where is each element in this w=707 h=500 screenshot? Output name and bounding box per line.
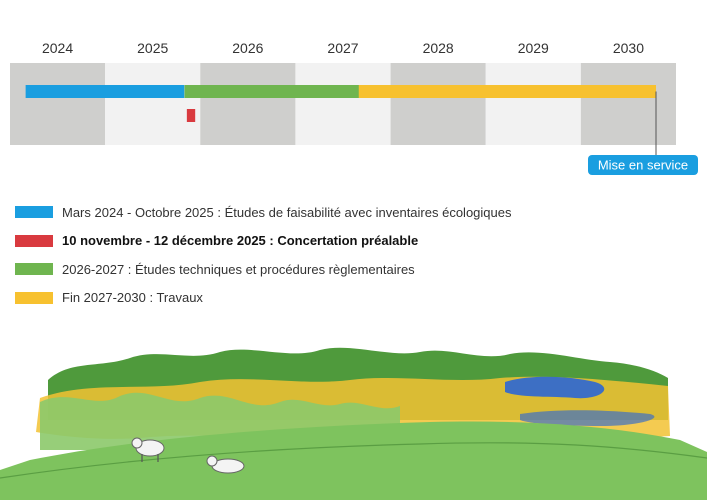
pond: [520, 410, 655, 426]
year-band-2024: [10, 63, 106, 145]
foreground-grass: [0, 421, 707, 500]
grass-ridge: [0, 442, 707, 479]
year-label-2030: 2030: [613, 40, 644, 56]
legend-item-consultation: 10 novembre - 12 décembre 2025 : Concert…: [15, 227, 511, 256]
legend-label-works: Fin 2027-2030 : Travaux: [62, 290, 203, 306]
task-bars: [25, 85, 656, 122]
task-bar-technical-studies: [184, 85, 391, 98]
year-label-2025: 2025: [137, 40, 168, 56]
milestone: Mise en service: [588, 91, 698, 175]
legend-swatch-feasibility: [15, 206, 53, 219]
legend-swatch-technical-studies: [15, 263, 53, 276]
landscape-illustration: [0, 340, 707, 500]
sheep-lying: [206, 455, 245, 474]
legend-swatch-works: [15, 291, 53, 304]
year-label-2027: 2027: [327, 40, 358, 56]
year-bands: [10, 63, 676, 145]
timeline-chart: 2024 2025 2026 2027 2028 2029 2030 Mise en ser…: [10, 40, 698, 175]
legend-label-technical-studies: 2026-2027 : Études techniques et procédu…: [62, 261, 415, 277]
legend-item-works: Fin 2027-2030 : Travaux: [15, 284, 511, 313]
legend-item-feasibility: Mars 2024 - Octobre 2025 : Études de fai…: [15, 198, 511, 227]
year-label-2026: 2026: [232, 40, 263, 56]
legend-item-technical-studies: 2026-2027 : Études techniques et procédu…: [15, 255, 511, 284]
legend-label-consultation: 10 novembre - 12 décembre 2025 : Concert…: [62, 233, 419, 249]
task-bar-consultation: [186, 109, 196, 122]
milestone-label: Mise en service: [598, 158, 688, 173]
year-band-2025: [105, 63, 201, 145]
year-band-2030: [580, 63, 676, 145]
year-label-2029: 2029: [518, 40, 549, 56]
sheep-standing: [131, 437, 165, 462]
task-bar-feasibility: [25, 85, 185, 98]
year-label-2028: 2028: [423, 40, 454, 56]
year-band-2028: [390, 63, 486, 145]
year-label-2024: 2024: [42, 40, 73, 56]
legend-swatch-consultation: [15, 234, 53, 247]
legend-label-feasibility: Mars 2024 - Octobre 2025 : Études de fai…: [62, 204, 512, 220]
year-band-2029: [485, 63, 581, 145]
legend: Mars 2024 - Octobre 2025 : Études de fai…: [15, 198, 511, 312]
milestone-badge: [588, 155, 698, 175]
year-band-2027: [295, 63, 391, 145]
pond: [505, 376, 605, 399]
task-bar-works: [358, 85, 656, 98]
year-labels: 2024 2025 2026 2027 2028 2029 2030: [42, 40, 644, 56]
year-band-2026: [200, 63, 296, 145]
